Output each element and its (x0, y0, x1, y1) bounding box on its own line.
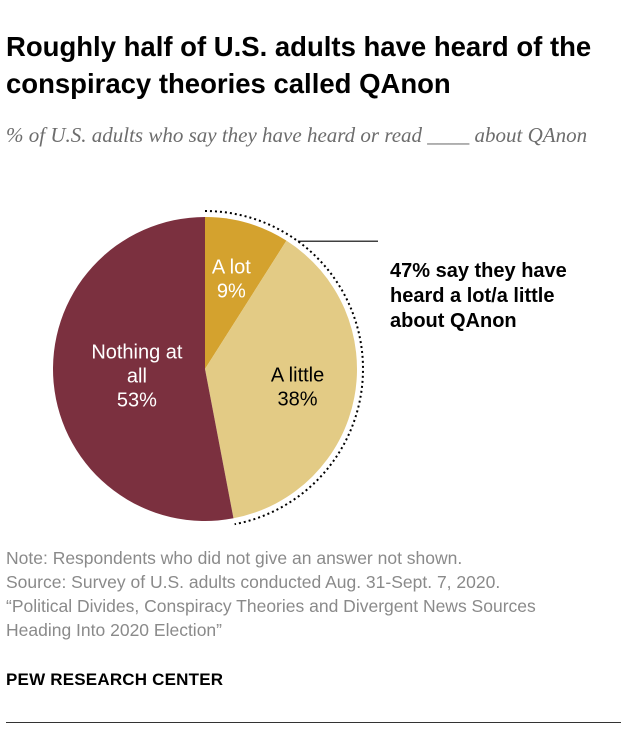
pie-labels: A lot 9% A little 38% Nothing at all 53% (91, 257, 324, 412)
slice-category-label: A little (271, 365, 324, 387)
slice-value-label: 38% (278, 389, 318, 411)
chart-title: Roughly half of U.S. adults have heard o… (6, 31, 592, 99)
pie-slice-a-lot (205, 217, 287, 369)
slice-label: A little 38% (271, 365, 324, 411)
slice-label: A lot 9% (212, 257, 251, 303)
slice-value-label: 53% (117, 389, 157, 411)
report-title-line-1: “Political Divides, Conspiracy Theories … (6, 596, 536, 616)
brand-logo-text: PEW RESEARCH CENTER (6, 670, 224, 689)
source-line: Source: Survey of U.S. adults conducted … (6, 572, 501, 592)
slice-label: Nothing at all 53% (91, 341, 183, 411)
bottom-rule (6, 722, 621, 723)
annotation-line: 47% say they have (390, 260, 567, 282)
annotation-line: heard a lot/a little (390, 285, 554, 307)
slice-category-label: all (127, 365, 147, 387)
annotation-bracket-arc (204, 210, 364, 526)
slice-value-label: 9% (217, 281, 246, 303)
slice-category-label: A lot (212, 257, 251, 279)
pie-slice-nothing-at-all (52, 217, 234, 521)
report-title-line-2: Heading Into 2020 Election” (6, 620, 222, 640)
slice-category-label: Nothing at (91, 341, 183, 363)
pie-chart: A lot 9% A little 38% Nothing at all 53% 47% s… (52, 210, 567, 526)
notes: Note: Respondents who did not give an an… (6, 546, 621, 642)
annotation-line: about QAnon (390, 310, 517, 332)
chart-subtitle: % of U.S. adults who say they have heard… (6, 123, 588, 147)
pie-slice-a-little (205, 240, 357, 519)
pie-slices (52, 217, 357, 521)
note-line: Note: Respondents who did not give an an… (6, 548, 463, 568)
annotation-callout: 47% say they have heard a lot/a little abo… (390, 260, 567, 332)
